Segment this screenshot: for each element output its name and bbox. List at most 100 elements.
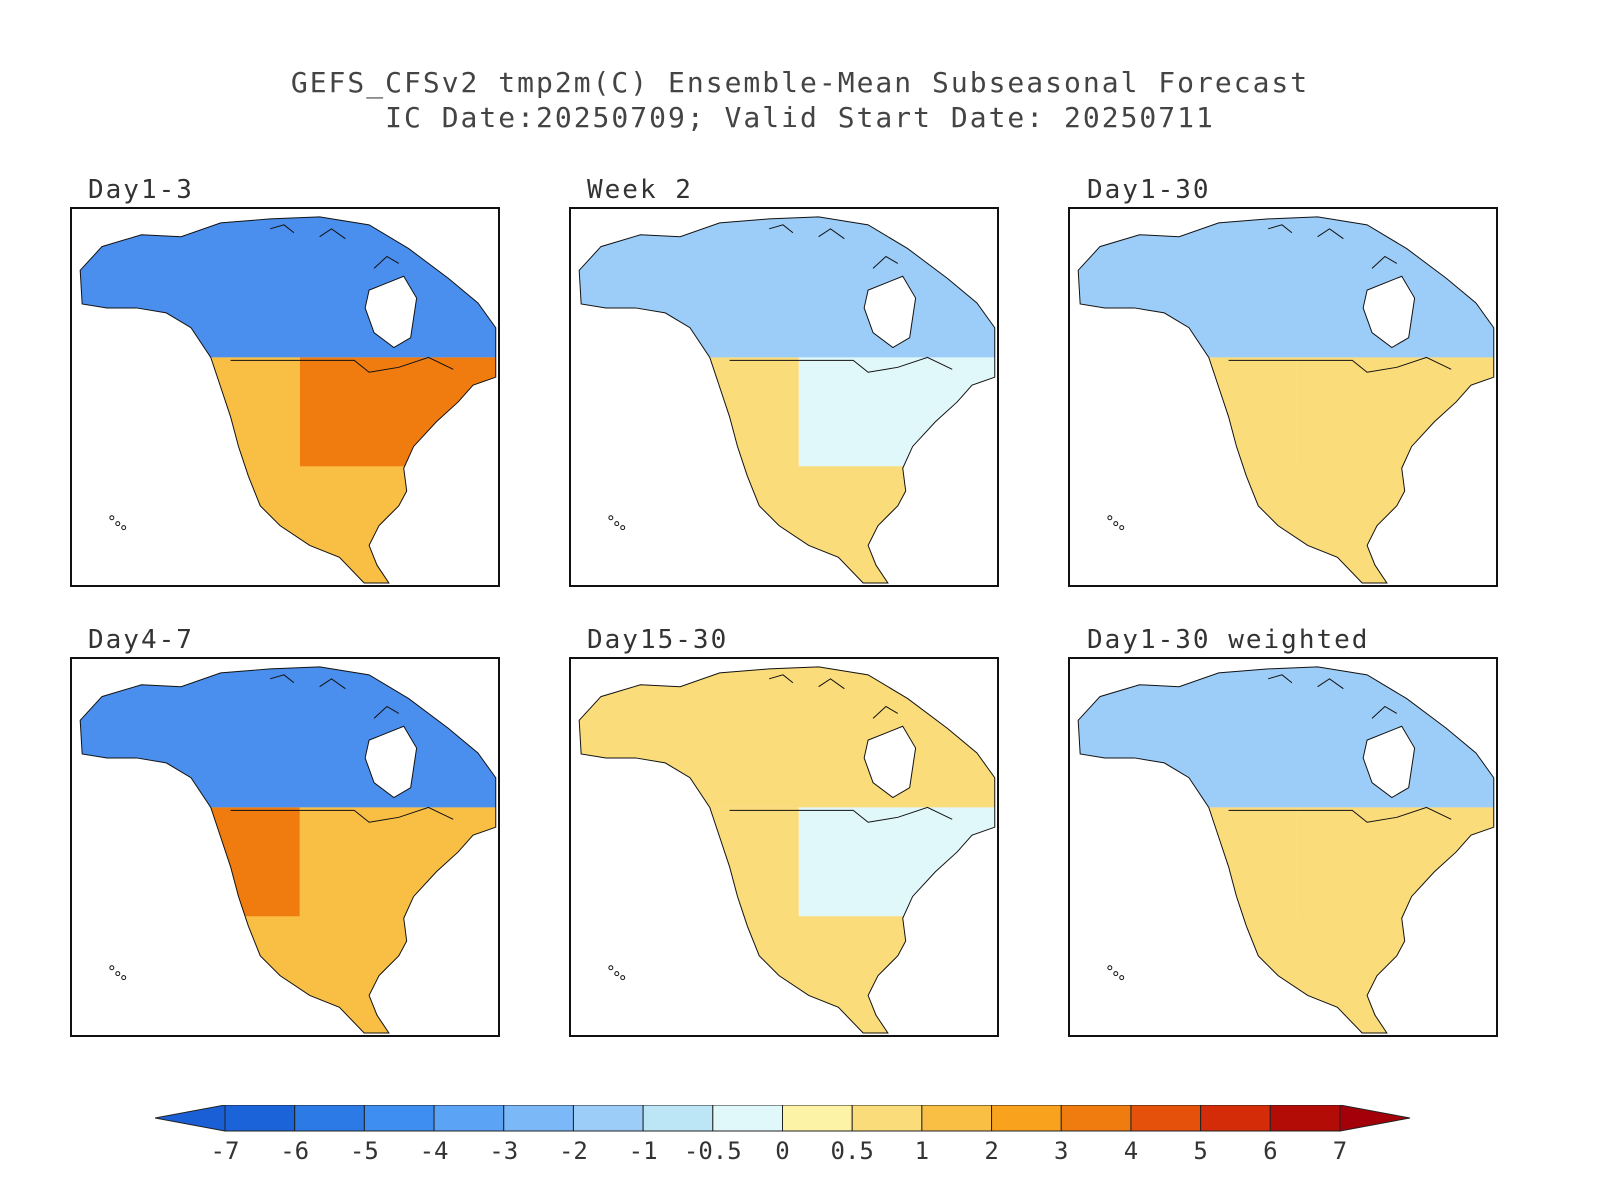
arctic-islands xyxy=(769,674,899,719)
arctic-islands xyxy=(270,674,400,719)
chart-title: GEFS_CFSv2 tmp2m(C) Ensemble-Mean Subsea… xyxy=(290,66,1310,99)
colorbar-tick-label: 5 xyxy=(1193,1137,1207,1165)
hawaii-island xyxy=(109,515,115,521)
us-canada-border xyxy=(729,356,953,373)
colorbar-tick-label: 0.5 xyxy=(831,1137,874,1165)
colorbar-segment xyxy=(503,1105,574,1132)
colorbar-segment xyxy=(433,1105,505,1132)
colorbar-segment xyxy=(1060,1105,1132,1132)
hawaii-island xyxy=(608,515,614,521)
hawaii-island xyxy=(1107,515,1113,521)
coastline xyxy=(79,216,497,584)
colorbar-segment xyxy=(572,1105,644,1132)
colorbar-segment xyxy=(642,1105,714,1132)
arctic-islands xyxy=(769,224,899,269)
hawaii-island xyxy=(614,521,620,527)
anomaly-region-north xyxy=(579,666,995,808)
map-panel-day1-30-weighted xyxy=(1068,657,1498,1037)
colorbar-tick-label: 2 xyxy=(984,1137,998,1165)
colorbar-tick-label: -5 xyxy=(350,1137,379,1165)
anomaly-region-north xyxy=(1078,666,1494,808)
anomaly-region-north xyxy=(1078,216,1494,358)
colorbar-segment xyxy=(363,1105,435,1132)
hawaii-island xyxy=(115,521,121,527)
coastline xyxy=(79,666,497,1034)
coastline xyxy=(1077,216,1495,584)
panel-label-day1-3: Day1-3 xyxy=(88,175,194,205)
colorbar-segment xyxy=(921,1105,993,1132)
colorbar-tick-label: -4 xyxy=(420,1137,449,1165)
hawaii-island xyxy=(1119,525,1125,531)
arctic-islands xyxy=(1268,674,1398,719)
us-canada-border xyxy=(729,806,953,823)
colorbar-tick-label: -0.5 xyxy=(684,1137,742,1165)
colorbar-tick-label: 0 xyxy=(775,1137,789,1165)
colorbar-segment xyxy=(224,1105,296,1132)
hudson-bay xyxy=(1362,725,1416,799)
map-svg xyxy=(79,216,497,584)
hawaii-island xyxy=(608,965,614,971)
hawaii-island xyxy=(121,525,127,531)
colorbar-segment xyxy=(1130,1105,1202,1132)
colorbar-segment xyxy=(851,1105,923,1132)
anomaly-region-north xyxy=(80,216,496,358)
coastline xyxy=(578,216,996,584)
map-svg xyxy=(79,666,497,1034)
map-svg xyxy=(578,216,996,584)
colorbar-tick-label: 4 xyxy=(1124,1137,1138,1165)
hawaii-island xyxy=(620,525,626,531)
hawaii-island xyxy=(121,975,127,981)
colorbar-segment xyxy=(782,1105,853,1132)
us-canada-border xyxy=(1228,806,1452,823)
hudson-bay xyxy=(364,725,418,799)
map-svg xyxy=(1077,666,1495,1034)
hudson-bay xyxy=(364,275,418,349)
anomaly-region-north xyxy=(80,666,496,808)
hawaii-island xyxy=(115,971,121,977)
map-panel-day15-30 xyxy=(569,657,999,1037)
colorbar-tick-label: 3 xyxy=(1054,1137,1068,1165)
colorbar-tick-label: -6 xyxy=(280,1137,309,1165)
map-panel-day1-3 xyxy=(70,207,500,587)
hudson-bay xyxy=(1362,275,1416,349)
colorbar-tick-label: -3 xyxy=(489,1137,518,1165)
hawaii-island xyxy=(620,975,626,981)
colorbar-legend: -7 -6 -5 -4 -3 -2 -1 -0.5 0 0.5 1 2 3 4 5 6 7 xyxy=(155,1105,1411,1165)
colorbar-segment xyxy=(712,1105,783,1132)
map-panel-day1-30 xyxy=(1068,207,1498,587)
hawaii-island xyxy=(1113,971,1119,977)
arctic-islands xyxy=(270,224,400,269)
us-canada-border xyxy=(230,356,454,373)
arctic-islands xyxy=(1268,224,1398,269)
map-panel-day4-7 xyxy=(70,657,500,1037)
chart-subtitle: IC Date:20250709; Valid Start Date: 2025… xyxy=(385,101,1215,134)
colorbar-segment xyxy=(1200,1105,1271,1132)
panel-label-week2: Week 2 xyxy=(587,175,693,205)
map-panel-week2 xyxy=(569,207,999,587)
colorbar-tick-label: -2 xyxy=(559,1137,588,1165)
colorbar-segment xyxy=(1269,1105,1341,1132)
colorbar-arrow-low xyxy=(155,1105,226,1132)
us-canada-border xyxy=(1228,356,1452,373)
hawaii-island xyxy=(1119,975,1125,981)
hudson-bay xyxy=(863,725,917,799)
hawaii-island xyxy=(1107,965,1113,971)
panel-label-day1-30-weighted: Day1-30 weighted xyxy=(1087,625,1370,655)
hawaii-island xyxy=(1113,521,1119,527)
colorbar-tick-label: -7 xyxy=(211,1137,240,1165)
colorbar-segment xyxy=(294,1105,365,1132)
map-svg xyxy=(1077,216,1495,584)
hudson-bay xyxy=(863,275,917,349)
colorbar-segment xyxy=(991,1105,1062,1132)
panel-label-day15-30: Day15-30 xyxy=(587,625,729,655)
colorbar-tick-label: 6 xyxy=(1263,1137,1277,1165)
coastline xyxy=(578,666,996,1034)
hawaii-island xyxy=(614,971,620,977)
colorbar-arrow-high xyxy=(1339,1105,1411,1132)
panel-label-day4-7: Day4-7 xyxy=(88,625,194,655)
hawaii-island xyxy=(109,965,115,971)
colorbar-tick-label: -1 xyxy=(629,1137,658,1165)
colorbar-tick-label: 1 xyxy=(915,1137,929,1165)
coastline xyxy=(1077,666,1495,1034)
anomaly-region-north xyxy=(579,216,995,358)
